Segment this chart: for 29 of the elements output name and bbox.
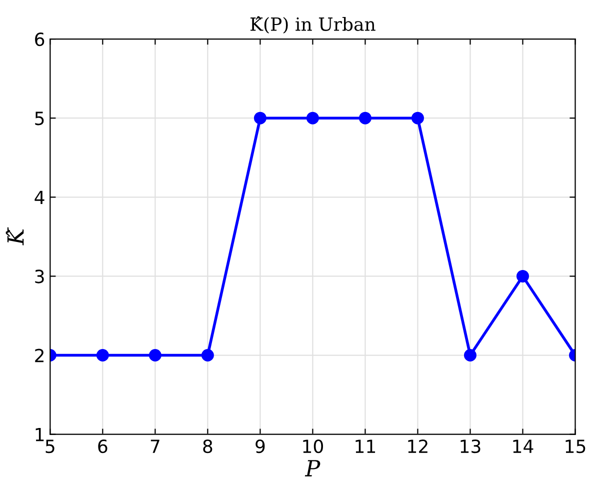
x-tick-label: 12 [408, 440, 428, 453]
y-tick-label: 1 [36, 428, 44, 442]
y-tick-label: 3 [35, 270, 44, 284]
x-tick-label: 14 [513, 440, 534, 453]
point [201, 349, 214, 362]
x-tick-label: 15 [566, 440, 586, 454]
point [516, 270, 529, 282]
point [306, 112, 319, 124]
y-axis-title: K̂ [6, 227, 24, 246]
point [148, 349, 162, 362]
x-tick-label: 8 [203, 440, 212, 454]
point [358, 112, 372, 124]
chart-title: K̂(P) in Urban [250, 16, 376, 34]
y-tick-label: 4 [34, 190, 44, 204]
x-tick-label: 11 [356, 440, 376, 453]
x-tick-label: 10 [303, 440, 323, 454]
point [96, 349, 109, 362]
point [411, 112, 424, 124]
x-tick-label: 6 [98, 440, 108, 454]
y-tick-label: 2 [35, 348, 44, 362]
point [254, 112, 266, 124]
x-tick-label: 13 [460, 440, 480, 454]
y-tick-label: 5 [35, 112, 44, 126]
x-tick-label: 5 [46, 440, 54, 454]
x-tick-label: 9 [256, 440, 265, 454]
x-tick-label: 7 [150, 440, 160, 453]
point [464, 349, 476, 362]
x-axis-title: P [304, 460, 320, 476]
y-tick-label: 6 [35, 32, 44, 46]
